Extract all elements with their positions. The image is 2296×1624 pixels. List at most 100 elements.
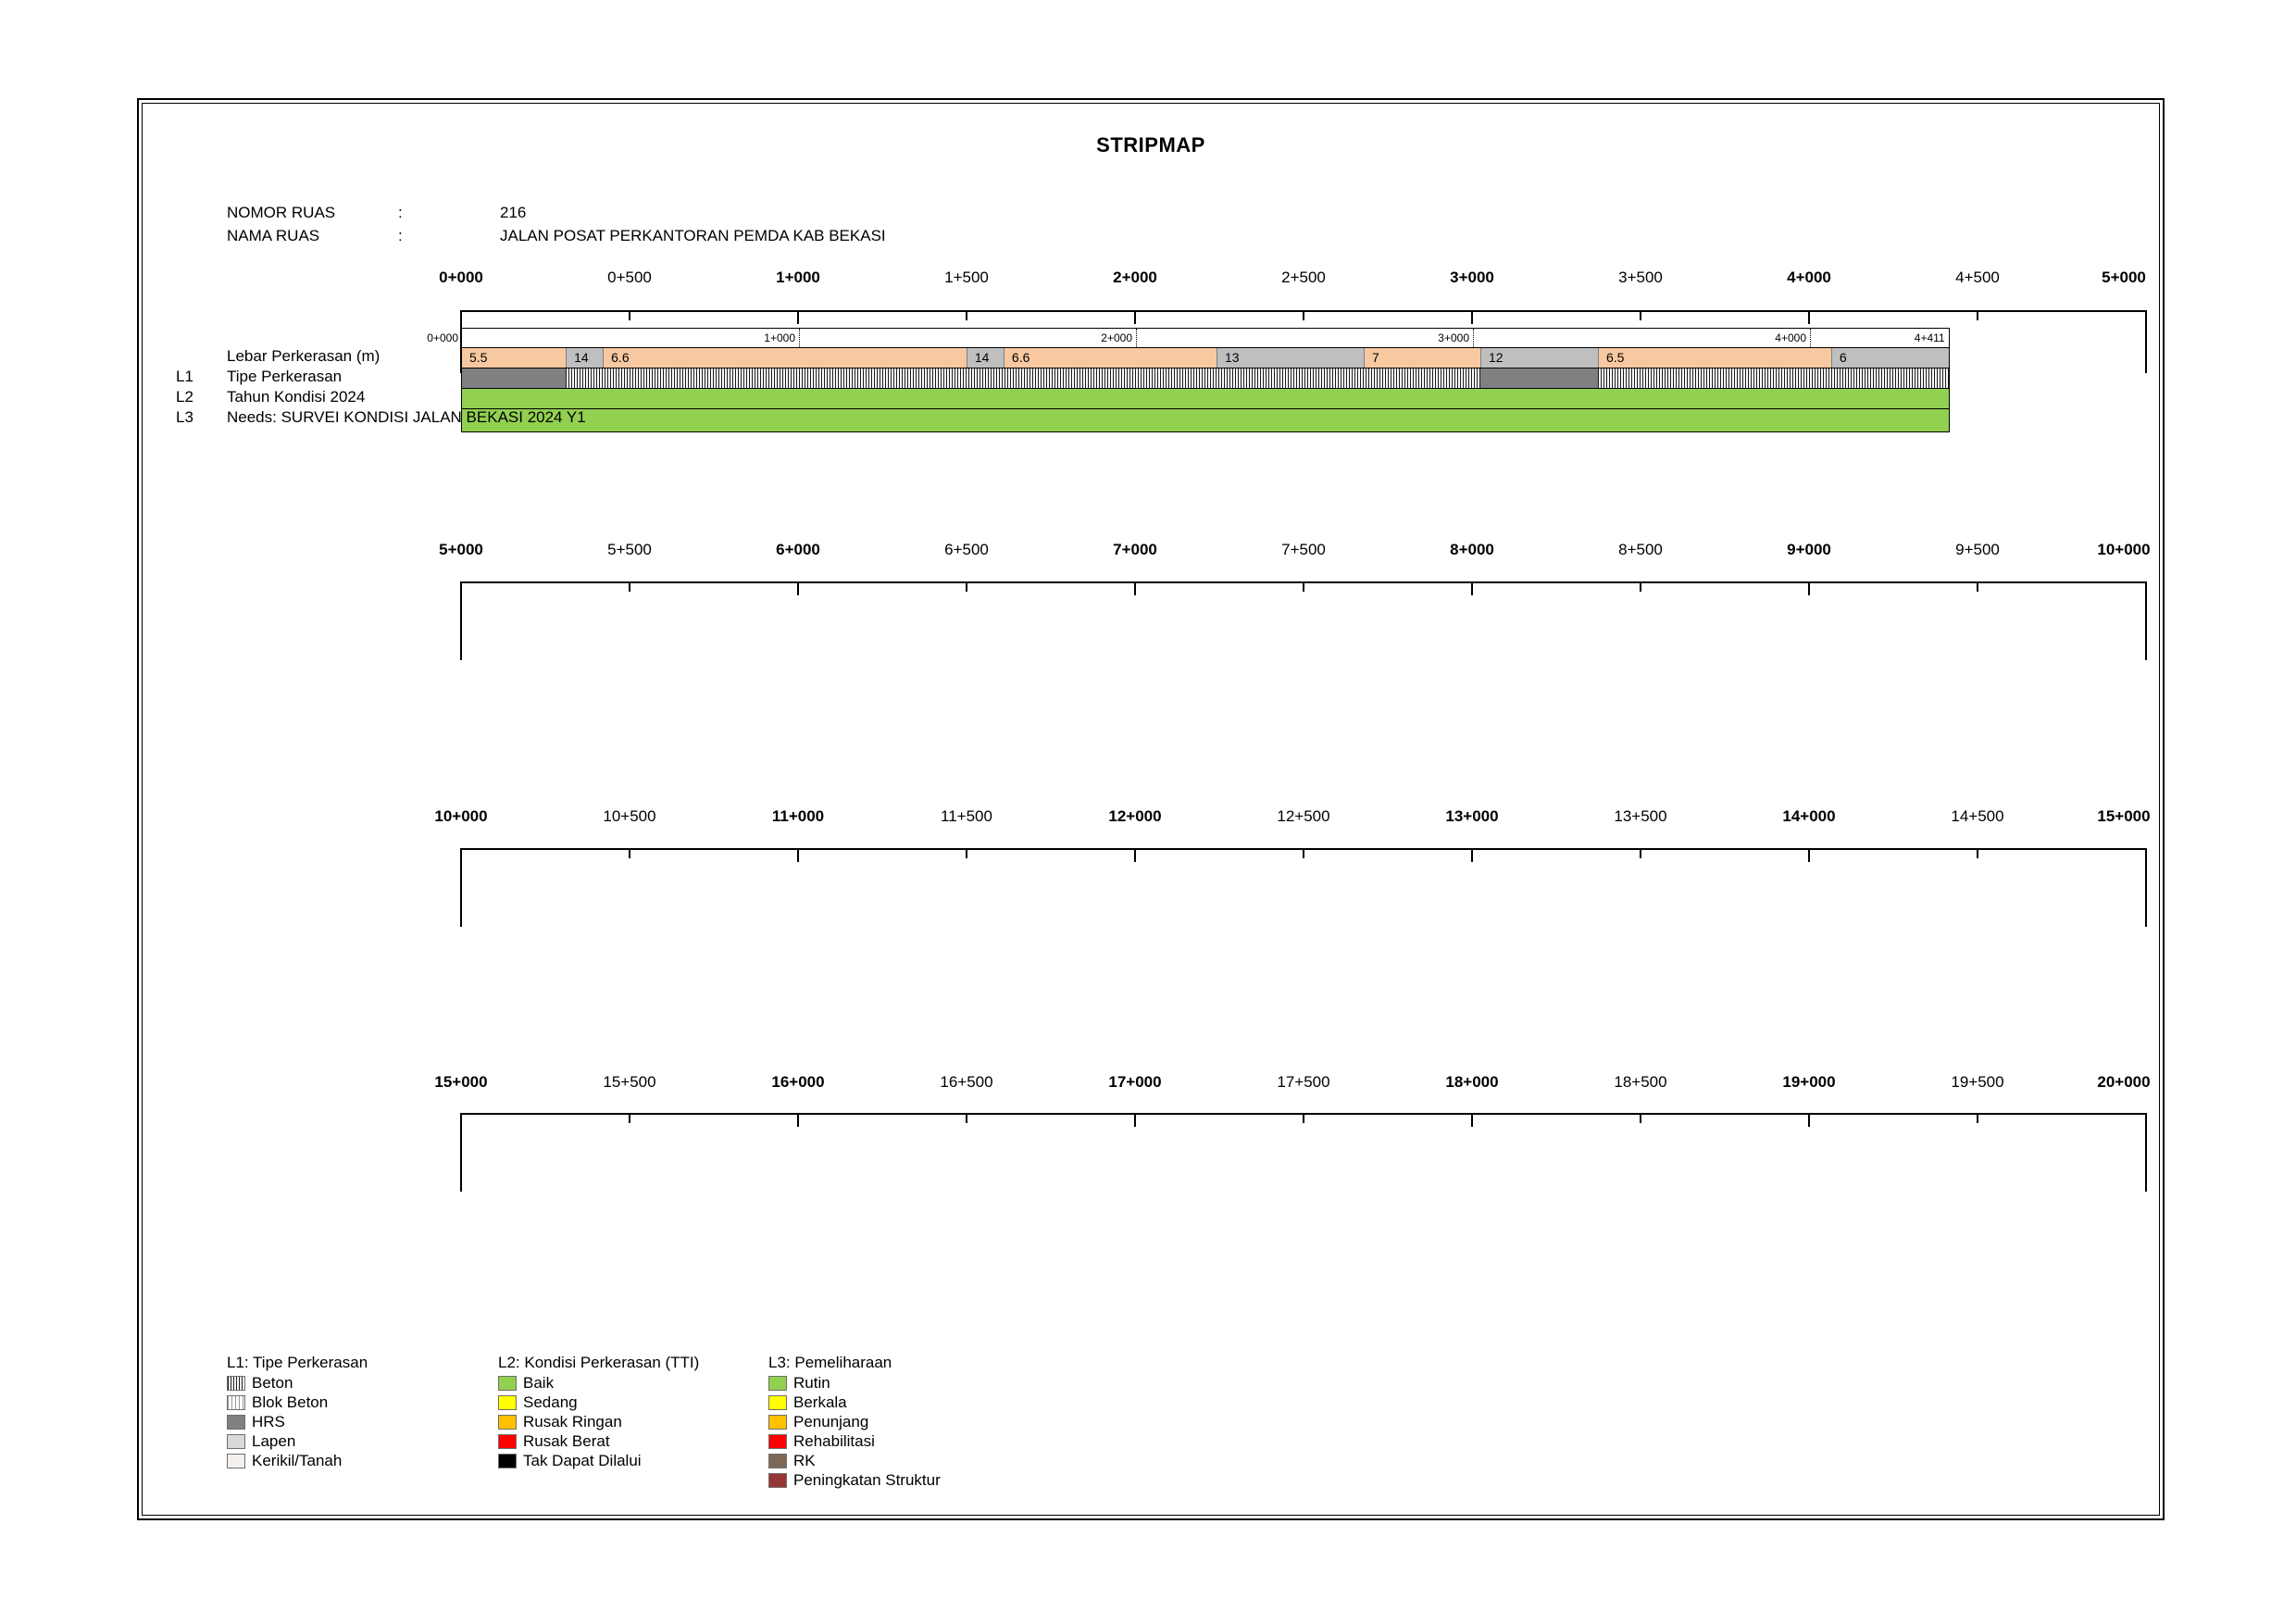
chainage-tick-label: 10+000	[434, 807, 488, 825]
ruler-tick	[1640, 583, 1641, 592]
strip-block: 0+000 1+000 2+000 3+000 4+000 4+411 5.5 14 6.6 14…	[427, 328, 1950, 432]
width-segment-label: 6.5	[1606, 350, 1625, 365]
chainage-tick-label: 0+000	[439, 269, 483, 286]
chainage-tick-label: 17+500	[1277, 1073, 1330, 1091]
ruler-tick	[1808, 1115, 1810, 1127]
ruler-tick	[1977, 1115, 1978, 1123]
ruler-tick	[1808, 312, 1810, 324]
row-tag-l3: L3	[176, 408, 193, 426]
chainage-tick-label: 18+500	[1614, 1073, 1667, 1091]
nomor-ruas-value: 216	[500, 204, 527, 221]
legend-swatch-kerikil-tanah	[227, 1453, 245, 1468]
chainage-tick-label: 2+500	[1281, 269, 1326, 286]
ruler-end-tick	[2145, 581, 2147, 660]
legend-group-l2: L2: Kondisi Perkerasan (TTI) Baik Sedang R…	[498, 1353, 699, 1470]
legend-swatch-rusak-ringan	[498, 1414, 517, 1430]
width-segment-label: 14	[974, 350, 990, 365]
ruler-line	[460, 848, 2147, 850]
chainage-tick-label: 15+000	[434, 1073, 488, 1091]
maintenance-strip-row	[462, 408, 1949, 431]
nama-ruas-separator: :	[398, 227, 403, 244]
chainage-tick-label: 5+000	[2102, 269, 2146, 286]
legend-swatch-tak-dapat-dilalui	[498, 1453, 517, 1468]
nama-ruas-value: JALAN POSAT PERKANTORAN PEMDA KAB BEKASI	[500, 227, 886, 244]
legend-item-label: Peningkatan Struktur	[793, 1470, 941, 1489]
chainage-tick-label: 18+000	[1445, 1073, 1499, 1091]
ruler-tick	[1471, 1115, 1473, 1127]
chainage-tick-label: 14+500	[1951, 807, 2004, 825]
ruler-tick	[1977, 312, 1978, 320]
ruler-end-tick	[2145, 310, 2147, 373]
chainage-tick-label: 15+000	[2097, 807, 2151, 825]
pavement-type-segment-beton	[1598, 369, 1949, 388]
legend-swatch-peningkatan-struktur	[768, 1472, 787, 1488]
legend-swatch-rutin	[768, 1375, 787, 1391]
chainage-tick-label: 6+000	[776, 541, 820, 558]
ruler-tick	[797, 1115, 799, 1127]
legend-swatch-hrs	[227, 1414, 245, 1430]
nama-ruas-label: NAMA RUAS	[227, 227, 320, 244]
pavement-type-row	[462, 368, 1949, 388]
legend-item-rutin: Rutin	[768, 1373, 941, 1393]
legend-item-label: HRS	[252, 1412, 285, 1430]
legend-swatch-blok-beton	[227, 1394, 245, 1410]
ruler-tick	[1977, 850, 1978, 858]
ruler-end-tick	[460, 1113, 462, 1192]
chainage-tick-label: 4+500	[1955, 269, 2000, 286]
legend-item-kerikil-tanah: Kerikil/Tanah	[227, 1451, 368, 1470]
legend-swatch-rehabilitasi	[768, 1433, 787, 1449]
legend-item-label: Rusak Ringan	[523, 1412, 622, 1430]
ruler-tick	[1303, 583, 1304, 592]
chainage-tick-label: 11+000	[771, 807, 825, 825]
width-segment: 5.5	[462, 348, 567, 368]
ruler-end-tick	[2145, 1113, 2147, 1192]
legend-item-blok-beton: Blok Beton	[227, 1393, 368, 1412]
width-segment-label: 12	[1488, 350, 1504, 365]
km-mark-label: 0+000	[427, 331, 458, 344]
pavement-type-segment-hrs	[462, 369, 567, 388]
legend-group-l3: L3: Pemeliharaan Rutin Berkala Penunjang Re…	[768, 1353, 941, 1490]
row-label-lebar-perkerasan: Lebar Perkerasan (m)	[227, 347, 381, 365]
km-mark-label: 4+000	[1775, 331, 1806, 344]
legend-swatch-rk	[768, 1453, 787, 1468]
ruler-tick	[1640, 850, 1641, 858]
ruler-tick	[1134, 1115, 1136, 1127]
legend-title-l2: L2: Kondisi Perkerasan (TTI)	[498, 1354, 700, 1371]
legend-item-hrs: HRS	[227, 1412, 368, 1431]
ruler-tick	[1303, 312, 1304, 320]
ruler-tick	[966, 583, 967, 592]
row-tag-l2: L2	[176, 388, 193, 406]
ruler-tick	[1303, 850, 1304, 858]
page-frame: STRIPMAP NOMOR RUAS : 216 NAMA RUAS : JA…	[137, 98, 2165, 1520]
legend-item-rusak-berat: Rusak Berat	[498, 1431, 699, 1451]
ruler-tick	[797, 850, 799, 862]
ruler-tick	[1471, 312, 1473, 324]
width-segment-label: 6.6	[1011, 350, 1030, 365]
legend-item-label: Tak Dapat Dilalui	[523, 1451, 642, 1469]
chainage-tick-label: 10+000	[2097, 541, 2151, 558]
chainage-tick-label: 0+500	[607, 269, 652, 286]
km-grid-line	[1810, 329, 1811, 347]
ruler-end-tick	[460, 581, 462, 660]
chainage-tick-label: 12+500	[1277, 807, 1330, 825]
legend-item-sedang: Sedang	[498, 1393, 699, 1412]
chainage-tick-label: 3+000	[1450, 269, 1494, 286]
legend-swatch-rusak-berat	[498, 1433, 517, 1449]
legend-item-label: Rusak Berat	[523, 1431, 610, 1450]
chainage-tick-label: 3+500	[1618, 269, 1663, 286]
ruler-tick	[1640, 1115, 1641, 1123]
width-segment: 7	[1364, 348, 1480, 368]
row-tag-l1: L1	[176, 368, 193, 385]
nomor-ruas-separator: :	[398, 204, 403, 221]
chainage-tick-label: 19+000	[1782, 1073, 1836, 1091]
legend-items-l2: Baik Sedang Rusak Ringan Rusak Berat Tak Dap…	[498, 1373, 699, 1470]
chainage-tick-label: 11+500	[941, 807, 992, 825]
width-segment: 13	[1216, 348, 1365, 368]
ruler-tick	[1977, 583, 1978, 592]
legend-item-label: Rutin	[793, 1373, 830, 1392]
legend-group-l1: L1: Tipe Perkerasan Beton Blok Beton HRS La…	[227, 1353, 368, 1470]
width-segment-label: 6	[1839, 350, 1847, 365]
ruler-tick	[629, 312, 630, 320]
chainage-tick-label: 16+500	[940, 1073, 993, 1091]
ruler-end-tick	[2145, 848, 2147, 927]
